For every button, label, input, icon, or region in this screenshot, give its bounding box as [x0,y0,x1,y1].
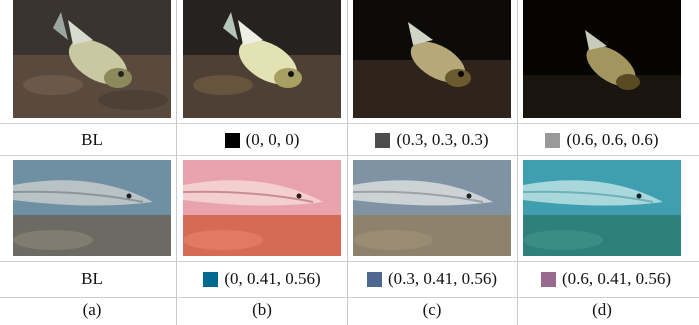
color-swatch [224,132,240,148]
label-b-row1: (0, 0, 0) [183,128,341,152]
label-c-row2: (0.3, 0.41, 0.56) [350,266,514,292]
label-text: BL [81,269,103,288]
row-divider [0,297,699,298]
column-divider [517,0,518,325]
label-d-row1: (0.6, 0.6, 0.6) [523,128,681,152]
label-text: (0.6, 0.6, 0.6) [566,130,659,149]
color-swatch [545,132,561,148]
label-b-row2: (0, 0.41, 0.56) [180,266,344,292]
column-divider [176,0,177,325]
column-divider [347,0,348,325]
fish-image-c1 [353,0,523,118]
label-text: (0.3, 0.41, 0.56) [387,269,498,288]
row-divider [0,261,699,262]
label-bl-row1: BL [13,128,171,152]
fish-image-bl [13,0,183,118]
label-text: (0, 0, 0) [245,130,300,149]
label-d-row2: (0.6, 0.41, 0.56) [519,266,693,292]
label-text: (0, 0.41, 0.56) [224,269,321,288]
caption-d: (d) [592,300,612,319]
caption-c: (c) [422,300,442,319]
barracuda-image-b2 [183,160,353,256]
barracuda-image-c2 [353,160,523,256]
row-divider [0,155,699,156]
fish-image-d1 [523,0,693,118]
label-bl-row2: BL [13,266,171,292]
color-swatch [540,271,556,287]
caption-a: (a) [82,300,102,319]
color-swatch [366,271,382,287]
color-swatch [375,132,391,148]
color-swatch [203,271,219,287]
label-text: (0.6, 0.41, 0.56) [561,269,672,288]
caption-b: (b) [252,300,272,319]
row-divider [0,123,699,124]
label-text: BL [81,130,103,149]
barracuda-image-bl [13,160,183,256]
label-c-row1: (0.3, 0.3, 0.3) [353,128,511,152]
barracuda-image-d2 [523,160,693,256]
label-text: (0.3, 0.3, 0.3) [396,130,489,149]
fish-image-b1 [183,0,353,118]
